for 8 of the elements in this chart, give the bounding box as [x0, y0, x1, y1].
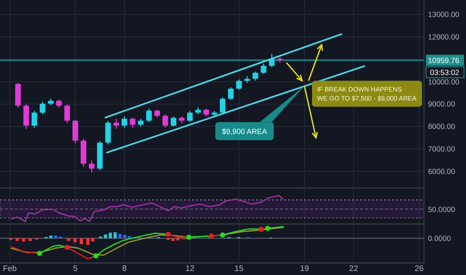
x-tick-label: 8	[122, 264, 128, 273]
x-tick-label: 5	[73, 264, 78, 273]
x-tick-label: 15	[234, 264, 244, 273]
x-tick-label: 22	[349, 264, 359, 273]
x-tick-label: 19	[300, 264, 310, 273]
x-tick-label: 26	[414, 264, 424, 273]
x-tick-label: Feb	[2, 264, 18, 273]
x-tick-label: 12	[185, 264, 195, 273]
